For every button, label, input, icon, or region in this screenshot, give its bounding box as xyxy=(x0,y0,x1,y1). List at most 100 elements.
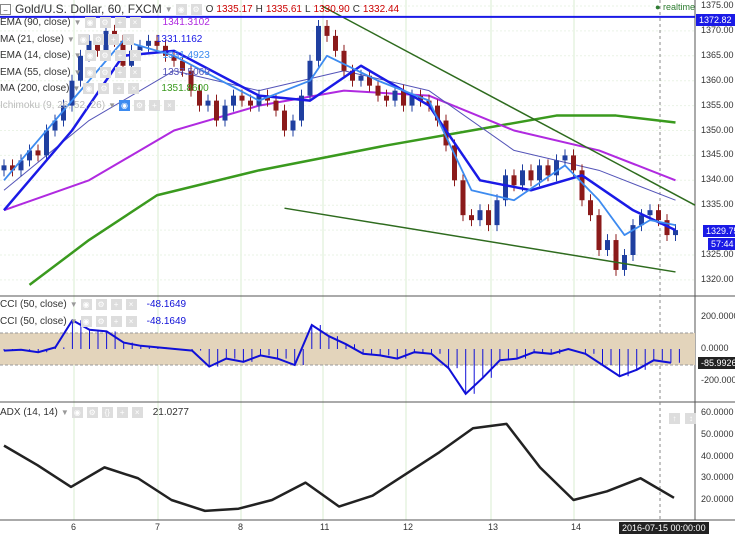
candle-body xyxy=(367,75,372,86)
candle-body xyxy=(180,60,185,71)
gear-icon[interactable]: ⚙ xyxy=(95,316,107,327)
candle-body xyxy=(452,145,457,181)
chevron-down-icon[interactable]: ▼ xyxy=(108,100,116,110)
eye-icon[interactable]: ◉ xyxy=(80,316,92,327)
indicator-name[interactable]: EMA (55, close) xyxy=(0,66,71,78)
indicator-row: EMA (55, close) ▼ ◉ ⚙ + × 1337.5069 xyxy=(0,66,210,78)
chevron-down-icon[interactable]: ▼ xyxy=(73,51,82,60)
hline-price-tag: 1372.82 xyxy=(696,14,735,26)
chevron-down-icon[interactable]: ▼ xyxy=(60,408,69,417)
gear-icon[interactable]: ⚙ xyxy=(99,17,111,28)
adx-tick-label: 20.0000 xyxy=(701,494,734,504)
plus-icon[interactable]: + xyxy=(107,33,119,45)
pane-controls: ↑ ↕ xyxy=(669,408,697,426)
gear-icon[interactable]: ⚙ xyxy=(99,50,111,61)
close-icon[interactable]: × xyxy=(129,50,141,61)
gear-icon[interactable]: ⚙ xyxy=(190,3,202,15)
candle-body xyxy=(316,25,321,61)
plus-icon[interactable]: + xyxy=(114,50,126,61)
open-value: 1335.17 xyxy=(216,3,253,15)
chevron-down-icon[interactable]: ▼ xyxy=(73,67,82,77)
plus-icon[interactable]: + xyxy=(113,83,125,94)
candle-body xyxy=(537,165,542,181)
eye-icon[interactable]: ◉ xyxy=(84,17,96,28)
eye-icon[interactable]: ◉ xyxy=(175,3,187,15)
close-icon[interactable]: × xyxy=(125,316,137,327)
adx-name[interactable]: ADX (14, 14) xyxy=(0,407,58,418)
trendline-upper xyxy=(321,5,696,206)
candle-body xyxy=(197,90,202,106)
chevron-down-icon[interactable]: ▼ xyxy=(69,300,78,309)
eye-icon[interactable]: ◉ xyxy=(77,33,89,45)
gear-icon[interactable]: ⚙ xyxy=(99,66,111,78)
candle-body xyxy=(486,210,491,226)
gear-icon[interactable]: ⚙ xyxy=(95,299,107,310)
candle-body xyxy=(469,215,474,221)
cci-name[interactable]: CCI (50, close) xyxy=(0,316,67,327)
indicator-name[interactable]: MA (21, close) xyxy=(0,33,64,45)
indicator-name[interactable]: EMA (14, close) xyxy=(0,50,71,61)
plus-icon[interactable]: + xyxy=(114,17,126,28)
arrow-up-icon[interactable]: ↑ xyxy=(669,413,680,424)
symbol-title[interactable]: Gold/U.S. Dollar, 60, FXCM xyxy=(15,2,162,16)
plus-icon[interactable]: + xyxy=(148,99,160,111)
chevron-down-icon[interactable]: ▼ xyxy=(66,34,75,44)
chevron-down-icon[interactable]: ▼ xyxy=(73,18,82,27)
gear-icon[interactable]: ⚙ xyxy=(86,407,98,418)
candle-body xyxy=(554,160,559,176)
candle-body xyxy=(358,75,364,81)
chevron-down-icon[interactable]: ▼ xyxy=(164,4,173,14)
time-cursor-tag: 2016-07-15 00:00:00 xyxy=(619,522,709,534)
cci-name[interactable]: CCI (50, close) xyxy=(0,299,67,310)
plus-icon[interactable]: + xyxy=(116,407,128,418)
gear-icon[interactable]: ⚙ xyxy=(133,99,145,111)
candle-body xyxy=(435,105,440,121)
candle-body xyxy=(205,100,211,106)
candle-body xyxy=(528,170,534,181)
eye-icon[interactable]: ◉ xyxy=(80,299,92,310)
price-tick-label: 1355.00 xyxy=(701,99,734,110)
chevron-down-icon[interactable]: ▼ xyxy=(69,317,78,326)
indicator-row: Ichimoku (9, 26, 52, 26) ▼ ◉ ⚙ + × xyxy=(0,99,197,111)
candle-body xyxy=(214,100,219,121)
price-tick-label: 1365.00 xyxy=(701,49,734,60)
close-icon[interactable]: × xyxy=(128,83,140,94)
close-icon[interactable]: × xyxy=(129,17,141,28)
candle-body xyxy=(95,40,100,51)
close-icon[interactable]: × xyxy=(129,66,141,78)
gear-icon[interactable]: ⚙ xyxy=(92,33,104,45)
eye-icon[interactable]: ◉ xyxy=(83,83,95,94)
candle-body xyxy=(35,150,41,156)
eye-icon[interactable]: ◉ xyxy=(71,407,83,418)
candle-body xyxy=(52,120,58,131)
candle-body xyxy=(639,215,644,226)
indicator-value: 1331.1162 xyxy=(155,33,203,45)
arrow-updown-icon[interactable]: ↕ xyxy=(685,413,697,424)
close-icon[interactable]: × xyxy=(163,99,175,111)
candle-body xyxy=(673,230,678,236)
indicator-name[interactable]: Ichimoku (9, 26, 52, 26) xyxy=(0,99,106,111)
eye-icon[interactable]: ◉ xyxy=(84,50,96,61)
plus-icon[interactable]: + xyxy=(110,316,122,327)
eye-icon[interactable]: ◉ xyxy=(118,99,130,111)
close-icon[interactable]: × xyxy=(125,299,137,310)
indicator-name[interactable]: MA (200, close) xyxy=(0,83,70,94)
candle-body xyxy=(10,165,15,171)
candle-body xyxy=(27,150,32,161)
plus-icon[interactable]: + xyxy=(110,299,122,310)
adx-line xyxy=(3,422,675,513)
candle-body xyxy=(579,170,585,201)
collapse-icon[interactable]: − xyxy=(0,3,11,15)
chevron-down-icon[interactable]: ▼ xyxy=(72,84,81,93)
plus-icon[interactable]: + xyxy=(114,66,126,78)
gear-icon[interactable]: ⚙ xyxy=(98,83,110,94)
close-icon[interactable]: × xyxy=(122,33,134,45)
eye-icon[interactable]: ◉ xyxy=(84,66,96,78)
braces-icon[interactable]: {} xyxy=(101,407,113,418)
indicator-name[interactable]: EMA (90, close) xyxy=(0,17,71,28)
close-icon[interactable]: × xyxy=(131,407,143,418)
candle-body xyxy=(477,210,483,221)
candle-body xyxy=(571,155,576,171)
candle-body xyxy=(562,155,568,161)
